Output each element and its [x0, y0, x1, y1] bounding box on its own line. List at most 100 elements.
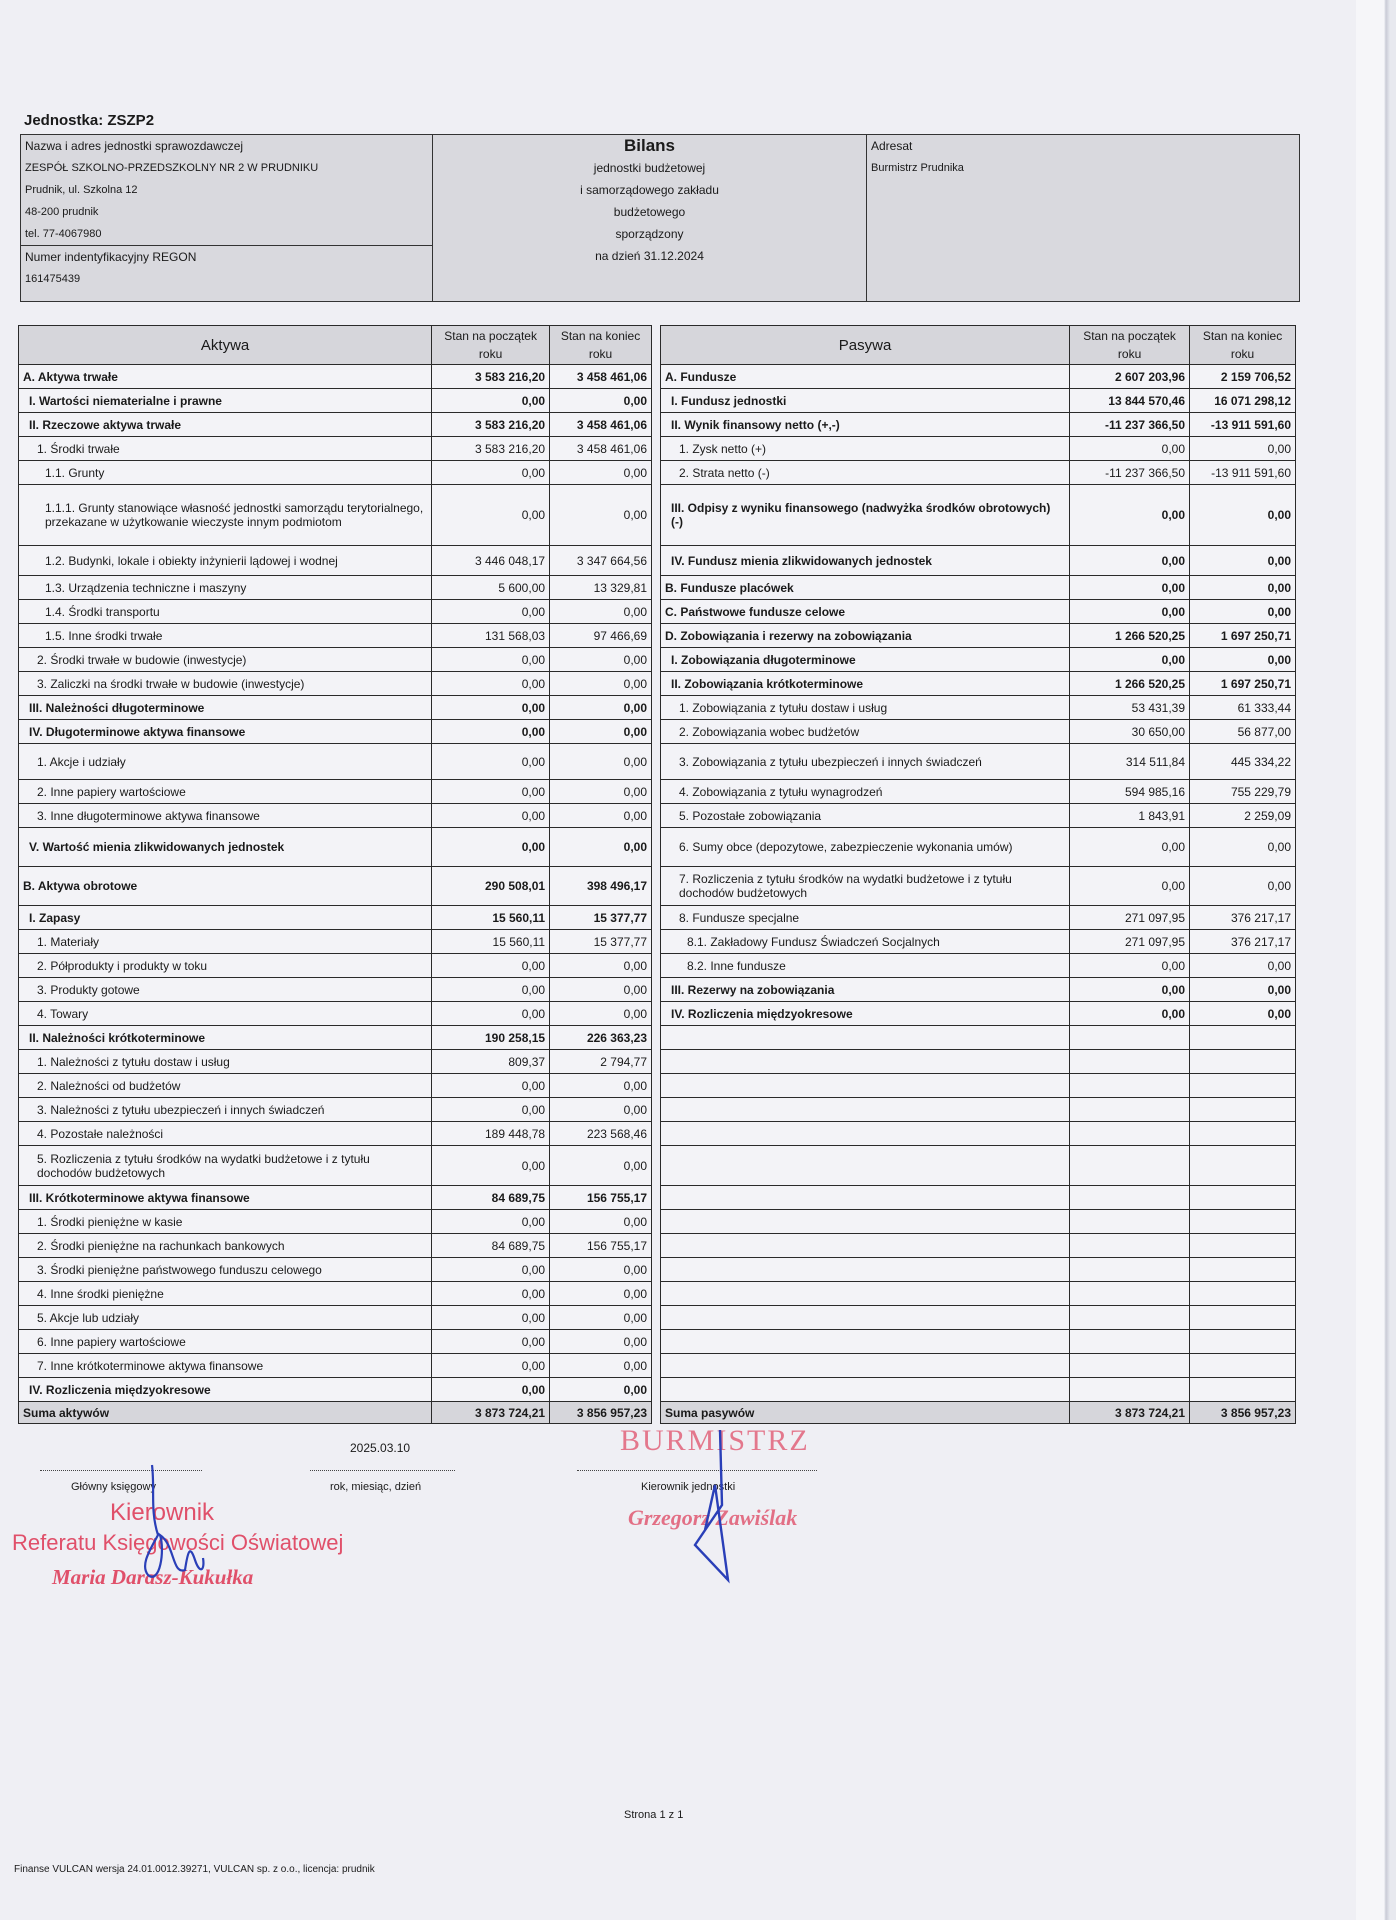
row-label	[659, 1121, 1071, 1146]
row-label: 1.5. Inne środki trwałe	[17, 623, 433, 648]
value-start	[1069, 1209, 1191, 1234]
report-header: Nazwa i adres jednostki sprawozdawczej Z…	[20, 134, 1300, 302]
row-label: I. Zapasy	[17, 905, 433, 930]
value-end: 15 377,77	[549, 929, 652, 954]
signature-left	[143, 1464, 205, 1578]
value-end: 0,00	[549, 647, 652, 672]
table-row: III. Rezerwy na zobowiązania 0,00 0,00	[659, 977, 1296, 1002]
value-end: -13 911 591,60	[1189, 412, 1296, 437]
value-start: 0,00	[1069, 575, 1191, 600]
value-end: 1 697 250,71	[1189, 623, 1296, 648]
table-row: 3. Zaliczki na środki trwałe w budowie (…	[17, 671, 652, 696]
value-end: 0,00	[549, 671, 652, 696]
value-start: 0,00	[431, 1329, 551, 1354]
table-row: 1. Akcje i udziały 0,00 0,00	[17, 743, 652, 780]
value-end: 0,00	[549, 803, 652, 828]
value-start: 5 600,00	[431, 575, 551, 600]
value-start: 3 583 216,20	[431, 364, 551, 389]
value-start: 0,00	[1069, 827, 1191, 867]
head-of-unit-label: Kierownik jednostki	[641, 1481, 736, 1493]
column-header-end: Stan na koniec roku	[549, 325, 652, 365]
value-end: 398 496,17	[549, 866, 652, 906]
row-label	[659, 1145, 1071, 1186]
scan-edge	[1356, 0, 1396, 1920]
value-start: 0,00	[431, 1305, 551, 1330]
empty-row	[659, 1049, 1296, 1074]
row-label: 5. Pozostałe zobowiązania	[659, 803, 1071, 828]
total-end: 3 856 957,23	[1189, 1401, 1296, 1424]
value-start: 30 650,00	[1069, 719, 1191, 744]
value-end: 226 363,23	[549, 1025, 652, 1050]
report-title-box: Bilans jednostki budżetowej i samorządow…	[433, 135, 867, 301]
value-end: 0,00	[549, 1073, 652, 1098]
row-label	[659, 1049, 1071, 1074]
value-start: 2 607 203,96	[1069, 364, 1191, 389]
value-start: 0,00	[431, 803, 551, 828]
value-end: 56 877,00	[1189, 719, 1296, 744]
value-start: 0,00	[431, 743, 551, 780]
value-start: 0,00	[431, 599, 551, 624]
table-row: A. Fundusze 2 607 203,96 2 159 706,52	[659, 364, 1296, 389]
value-start: 0,00	[1069, 1001, 1191, 1026]
table-row: 4. Towary 0,00 0,00	[17, 1001, 652, 1026]
empty-row	[659, 1257, 1296, 1282]
value-end: 3 347 664,56	[549, 545, 652, 576]
value-start: 271 097,95	[1069, 905, 1191, 930]
value-end: -13 911 591,60	[1189, 460, 1296, 485]
assets-table: Aktywa Stan na początek roku Stan na kon…	[17, 325, 652, 1424]
value-start	[1069, 1329, 1191, 1354]
total-label: Suma pasywów	[659, 1401, 1071, 1424]
value-start: 0,00	[431, 1281, 551, 1306]
row-label: 4. Pozostałe należności	[17, 1121, 433, 1146]
row-label: 3. Środki pieniężne państwowego funduszu…	[17, 1257, 433, 1282]
value-start: 53 431,39	[1069, 695, 1191, 720]
row-label	[659, 1185, 1071, 1210]
row-label	[659, 1353, 1071, 1378]
table-header: Pasywa Stan na początek roku Stan na kon…	[659, 325, 1296, 365]
addressee-label: Adresat	[871, 139, 913, 153]
value-start: -11 237 366,50	[1069, 412, 1191, 437]
report-subtitle-line: sporządzony	[615, 227, 684, 241]
total-start: 3 873 724,21	[431, 1401, 551, 1424]
row-label: 8.1. Zakładowy Fundusz Świadczeń Socjaln…	[659, 929, 1071, 954]
value-start: 0,00	[431, 1001, 551, 1026]
row-label: 1. Akcje i udziały	[17, 743, 433, 780]
row-label: 3. Zobowiązania z tytułu ubezpieczeń i i…	[659, 743, 1071, 780]
empty-row	[659, 1097, 1296, 1122]
table-row: 5. Rozliczenia z tytułu środków na wydat…	[17, 1145, 652, 1186]
value-end: 97 466,69	[549, 623, 652, 648]
table-row: B. Fundusze placówek 0,00 0,00	[659, 575, 1296, 600]
value-end	[1189, 1233, 1296, 1258]
value-end: 3 458 461,06	[549, 364, 652, 389]
liabilities-table: Pasywa Stan na początek roku Stan na kon…	[659, 325, 1296, 1424]
row-label: 2. Zobowiązania wobec budżetów	[659, 719, 1071, 744]
value-start: 84 689,75	[431, 1185, 551, 1210]
row-label: 1.2. Budynki, lokale i obiekty inżynieri…	[17, 545, 433, 576]
value-start	[1069, 1097, 1191, 1122]
row-label: III. Należności długoterminowe	[17, 695, 433, 720]
stamp-text: Referatu Księgowości Oświatowej	[12, 1530, 344, 1555]
value-start: 0,00	[431, 1097, 551, 1122]
row-label: 3. Zaliczki na środki trwałe w budowie (…	[17, 671, 433, 696]
value-end: 13 329,81	[549, 575, 652, 600]
row-label: II. Należności krótkoterminowe	[17, 1025, 433, 1050]
empty-row	[659, 1353, 1296, 1378]
table-row: 1.3. Urządzenia techniczne i maszyny 5 60…	[17, 575, 652, 600]
value-end	[1189, 1257, 1296, 1282]
regon-label: Numer indentyfikacyjny REGON	[25, 250, 197, 264]
row-label	[659, 1305, 1071, 1330]
value-start	[1069, 1025, 1191, 1050]
row-label: 4. Towary	[17, 1001, 433, 1026]
row-label: IV. Rozliczenia międzyokresowe	[17, 1377, 433, 1402]
value-start: 0,00	[431, 1257, 551, 1282]
row-label: 4. Zobowiązania z tytułu wynagrodzeń	[659, 779, 1071, 804]
value-end: 376 217,17	[1189, 929, 1296, 954]
row-label: B. Aktywa obrotowe	[17, 866, 433, 906]
value-end: 156 755,17	[549, 1185, 652, 1210]
row-label: 6. Sumy obce (depozytowe, zabezpieczenie…	[659, 827, 1071, 867]
value-start: 594 985,16	[1069, 779, 1191, 804]
value-start: 0,00	[431, 1353, 551, 1378]
regon-value: 161475439	[25, 273, 81, 285]
value-start: 314 511,84	[1069, 743, 1191, 780]
value-end: 0,00	[549, 460, 652, 485]
